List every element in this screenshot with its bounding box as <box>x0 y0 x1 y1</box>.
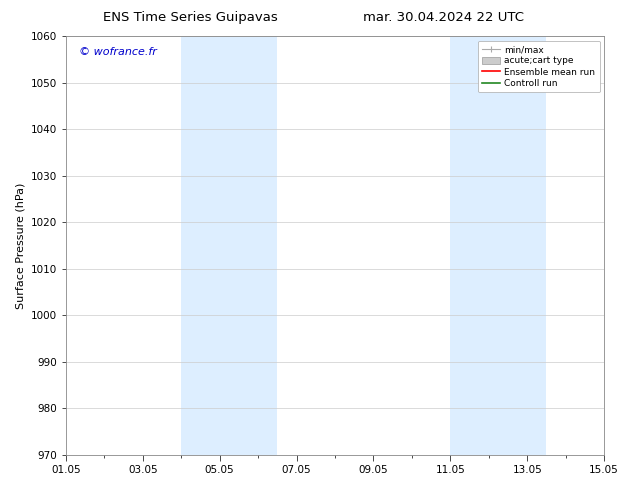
Bar <box>181 36 277 455</box>
Text: © wofrance.fr: © wofrance.fr <box>79 47 157 57</box>
Legend: min/max, acute;cart type, Ensemble mean run, Controll run: min/max, acute;cart type, Ensemble mean … <box>478 41 600 93</box>
Text: ENS Time Series Guipavas: ENS Time Series Guipavas <box>103 11 278 24</box>
Y-axis label: Surface Pressure (hPa): Surface Pressure (hPa) <box>15 182 25 309</box>
Bar <box>450 36 547 455</box>
Text: mar. 30.04.2024 22 UTC: mar. 30.04.2024 22 UTC <box>363 11 524 24</box>
